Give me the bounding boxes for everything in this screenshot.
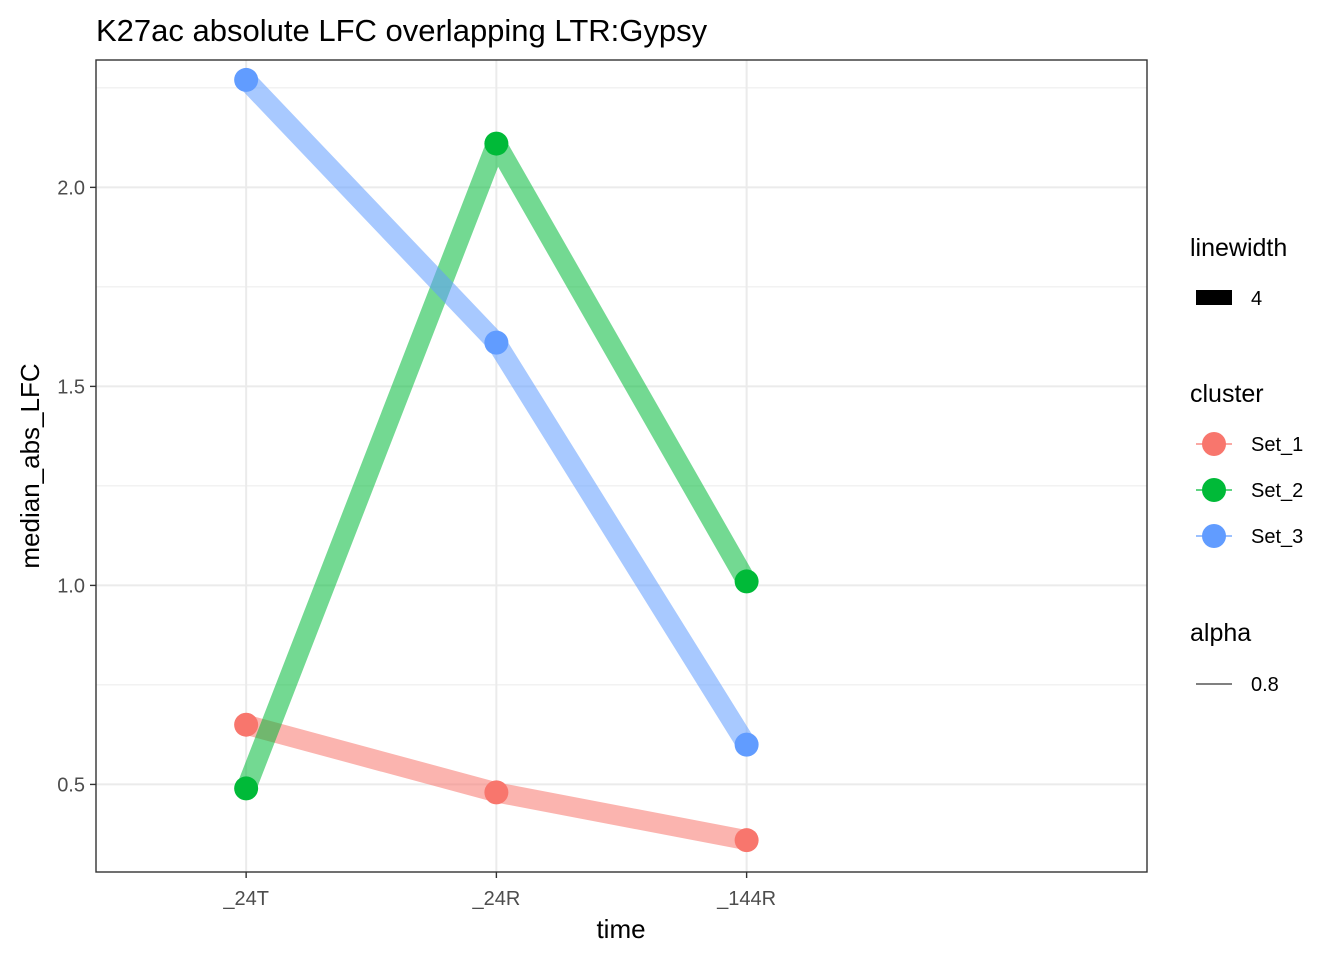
legend-key-point (1202, 524, 1226, 548)
legend-label-linewidth: 4 (1251, 288, 1262, 310)
y-tick-label: 0.5 (57, 774, 85, 796)
data-point-set-1 (234, 712, 259, 737)
data-point-set-3 (734, 732, 759, 757)
legend-key-point (1202, 478, 1226, 502)
legend: linewidth 4 cluster Set_1 Set_2 Set_3 alph… (1190, 234, 1303, 696)
legend-label-cluster: Set_2 (1251, 480, 1303, 502)
legend-label-cluster: Set_3 (1251, 526, 1303, 548)
legend-cluster-items: Set_1 Set_2 Set_3 (1196, 432, 1303, 548)
y-axis: 0.5 1.0 1.5 2.0 (57, 177, 96, 796)
y-axis-title: median_abs_LFC (15, 363, 45, 568)
chart-title: K27ac absolute LFC overlapping LTR:Gypsy (96, 13, 708, 48)
y-tick-label: 2.0 (57, 177, 85, 199)
legend-title-linewidth: linewidth (1190, 234, 1287, 262)
legend-key-point (1202, 432, 1226, 456)
y-tick-label: 1.5 (57, 376, 85, 398)
legend-label-alpha: 0.8 (1251, 674, 1279, 696)
x-tick-label: _24T (222, 888, 269, 910)
minor-gridlines (96, 87, 1147, 686)
data-point-set-1 (734, 828, 759, 853)
data-point-set-3 (234, 67, 259, 92)
series-points (234, 67, 759, 853)
legend-title-cluster: cluster (1190, 380, 1264, 408)
x-tick-label: _24R (471, 888, 520, 910)
data-point-set-3 (484, 330, 509, 355)
data-point-set-2 (234, 776, 259, 801)
legend-title-alpha: alpha (1190, 619, 1251, 647)
data-point-set-2 (734, 569, 759, 594)
x-axis-title: time (596, 914, 645, 944)
x-axis: _24T _24R _144R (222, 872, 776, 910)
data-point-set-2 (484, 131, 509, 156)
data-point-set-1 (484, 780, 509, 805)
y-tick-label: 1.0 (57, 575, 85, 597)
panel-border (95, 59, 1148, 873)
plot-panel (95, 59, 1148, 873)
x-tick-label: _144R (716, 888, 776, 910)
legend-key-linewidth (1196, 290, 1232, 305)
legend-label-cluster: Set_1 (1251, 434, 1303, 456)
